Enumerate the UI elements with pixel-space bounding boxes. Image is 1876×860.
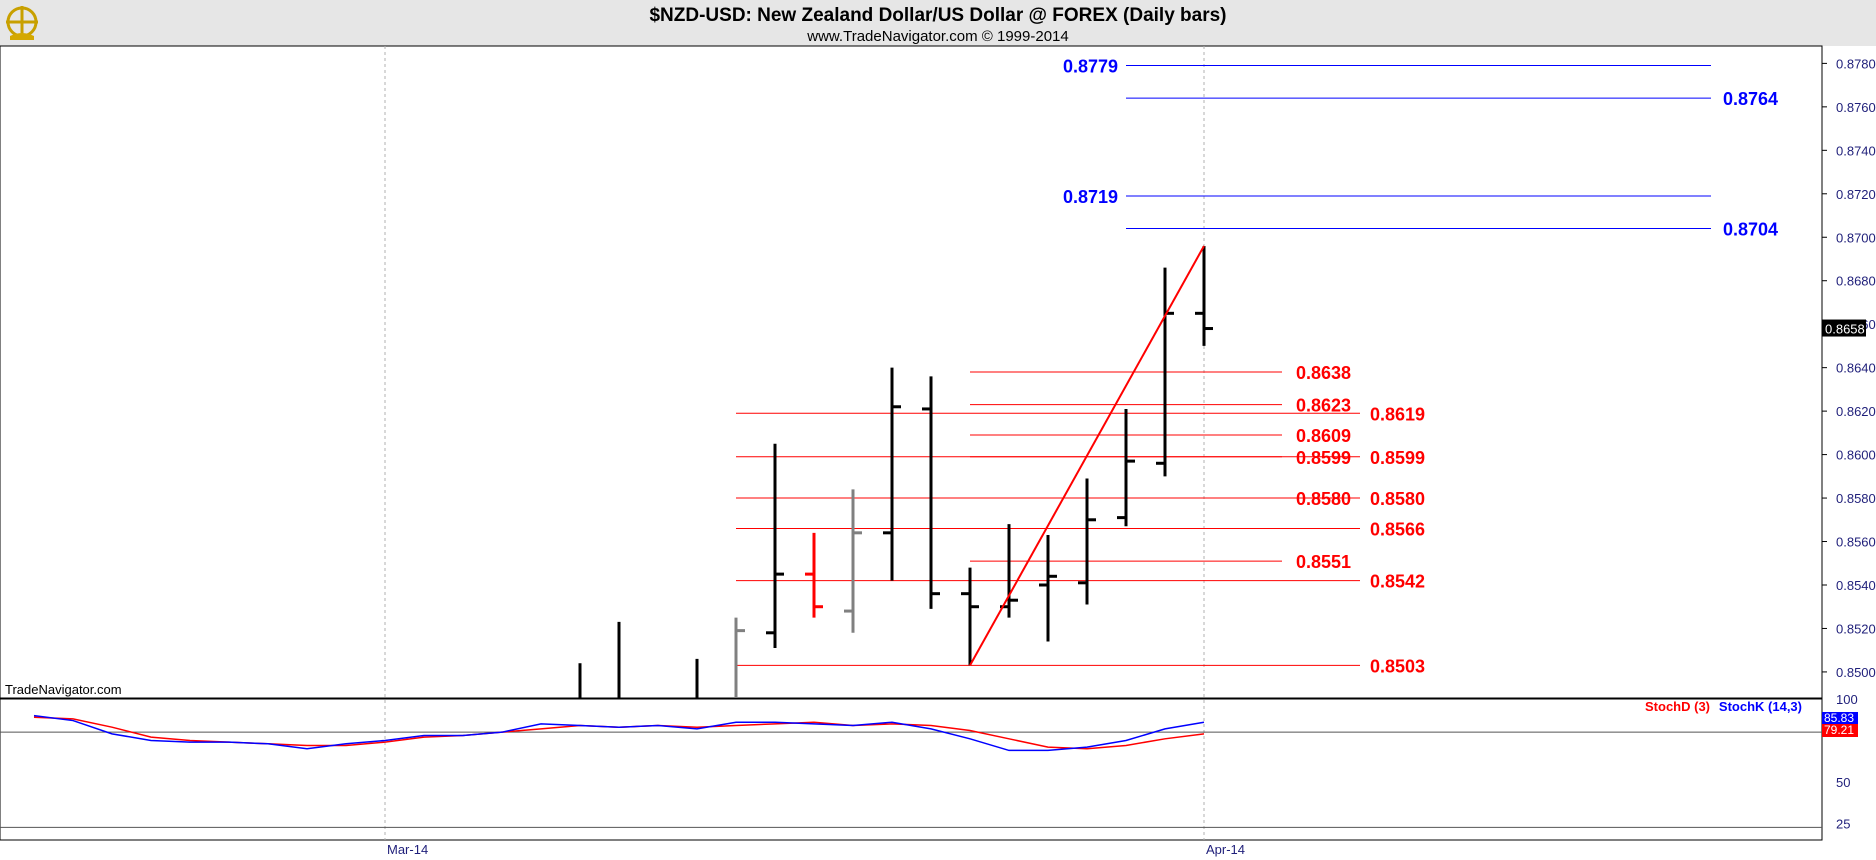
- stoch-tick-label: 50: [1836, 775, 1850, 790]
- watermark-text: TradeNavigator.com: [5, 682, 122, 697]
- fib-level-label: 0.8599: [1370, 448, 1425, 468]
- swing-trend-line: [969, 245, 1205, 666]
- fib-level-label: 0.8503: [1370, 656, 1425, 676]
- fib-level-label: 0.8542: [1370, 572, 1425, 592]
- price-bars: [578, 245, 1213, 698]
- chart-title: $NZD-USD: New Zealand Dollar/US Dollar @…: [649, 5, 1226, 26]
- price-tick-label: 0.8760: [1836, 100, 1876, 115]
- fib-level-label: 0.8704: [1723, 220, 1778, 240]
- vertical-gridlines: [384, 46, 1205, 840]
- fib-levels: 0.8779 0.8764 0.8719 0.8704 0.8638 0.8623 0.86…: [736, 57, 1778, 676]
- stoch-tick-label: 25: [1836, 816, 1850, 831]
- price-tick-label: 0.8740: [1836, 143, 1876, 158]
- stoch-d-value: 79.21: [1824, 723, 1854, 737]
- stoch-d-legend: StochD (3): [1645, 699, 1710, 714]
- price-tick-label: 0.8720: [1836, 187, 1876, 202]
- date-tick-label: Mar-14: [387, 842, 428, 857]
- fib-level-label: 0.8609: [1296, 426, 1351, 446]
- swing-line: [969, 245, 1205, 666]
- fib-level-label: 0.8566: [1370, 519, 1425, 539]
- date-axis: Mar-14 Apr-14: [387, 842, 1245, 857]
- price-tick-label: 0.8540: [1836, 578, 1876, 593]
- fib-level-label: 0.8779: [1063, 57, 1118, 77]
- price-tick-label: 0.8640: [1836, 361, 1876, 376]
- price-tick-label: 0.8560: [1836, 535, 1876, 550]
- fib-level-label: 0.8551: [1296, 552, 1351, 572]
- fib-level-label: 0.8719: [1063, 187, 1118, 207]
- stoch-k-line: [33, 714, 1205, 752]
- stoch-k-legend: StochK (14,3): [1719, 699, 1802, 714]
- chart-subtitle: www.TradeNavigator.com © 1999-2014: [806, 28, 1068, 45]
- fib-level-label: 0.8764: [1723, 89, 1778, 109]
- price-tick-label: 0.8500: [1836, 665, 1876, 680]
- price-tick-label: 0.8680: [1836, 274, 1876, 289]
- fib-level-label: 0.8638: [1296, 363, 1351, 383]
- stoch-k-value: 85.83: [1824, 711, 1854, 725]
- price-tick-label: 0.8520: [1836, 621, 1876, 636]
- price-tick-label: 0.8700: [1836, 230, 1876, 245]
- stoch-panel-frame: [0, 698, 1823, 841]
- fib-level-label: 0.8580: [1370, 489, 1425, 509]
- stoch-d-value-box: [1822, 724, 1858, 737]
- stoch-tick-label: 100: [1836, 692, 1858, 707]
- price-tick-label: 0.8620: [1836, 404, 1876, 419]
- stoch-k-value-box: [1822, 712, 1858, 725]
- header-band: [0, 0, 1876, 46]
- price-axis: 0.8780 0.8760 0.8740 0.8720 0.8700 0.8680 0.86…: [1822, 56, 1876, 680]
- price-panel-frame: [0, 45, 1823, 700]
- last-price-box: [1822, 319, 1866, 337]
- price-tick-label: 0.8780: [1836, 56, 1876, 71]
- last-price-label: 0.8658: [1825, 322, 1865, 337]
- price-tick-label: 0.8580: [1836, 491, 1876, 506]
- fib-level-label: 0.8580: [1296, 489, 1351, 509]
- price-tick-label: 0.8600: [1836, 448, 1876, 463]
- fib-level-label: 0.8623: [1296, 396, 1351, 416]
- fib-level-label: 0.8599: [1296, 448, 1351, 468]
- fib-level-label: 0.8619: [1370, 404, 1425, 424]
- date-tick-label: Apr-14: [1206, 842, 1245, 857]
- tradenavigator-logo-icon[interactable]: [6, 6, 38, 40]
